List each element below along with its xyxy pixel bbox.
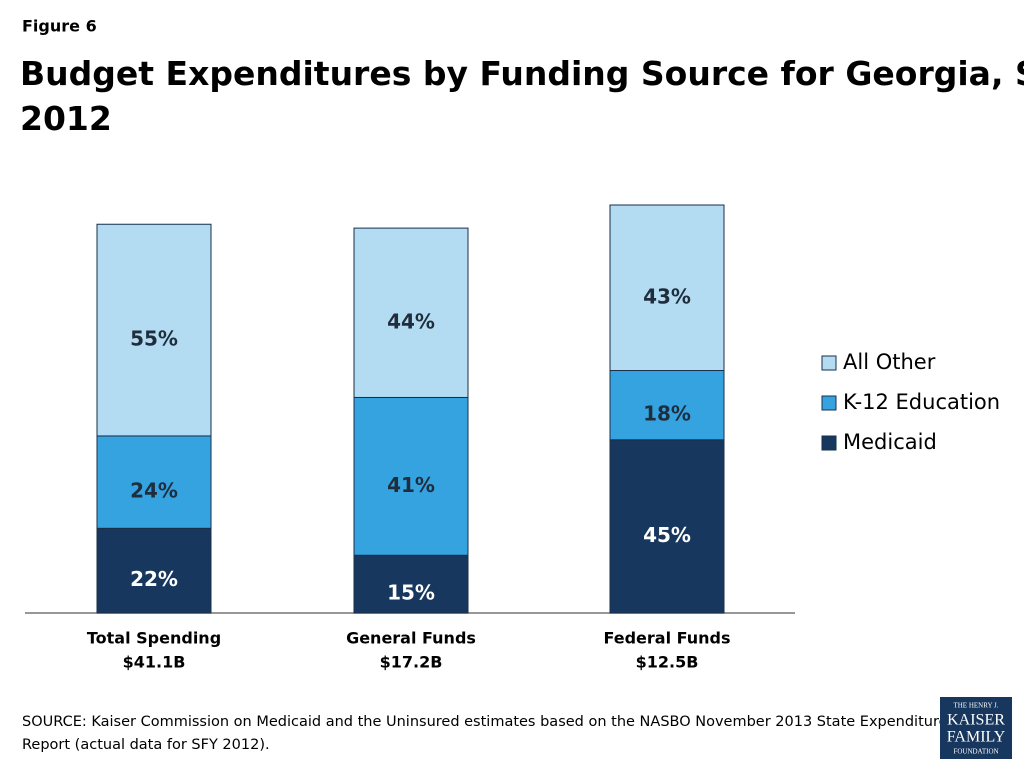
x-tick-label: Federal Funds: [603, 629, 730, 648]
bar-segment: [96, 527, 212, 614]
logo: THE HENRY J. KAISER FAMILY FOUNDATION: [940, 697, 1012, 759]
logo-text: FAMILY: [947, 729, 1006, 746]
bar-segment: [353, 554, 469, 614]
bar-segment: [353, 227, 469, 398]
data-label: 18%: [643, 402, 691, 426]
data-label: 55%: [130, 327, 178, 351]
bar-segment: [96, 435, 212, 529]
bar-segment: [96, 223, 212, 437]
logo-text: KAISER: [947, 712, 1005, 729]
logo-text: THE HENRY J.: [953, 702, 998, 710]
data-label: 43%: [643, 284, 691, 308]
x-tick-label: $41.1B: [123, 653, 186, 672]
source: SOURCE: Kaiser Commission on Medicaid an…: [22, 714, 948, 730]
source: Report (actual data for SFY 2012).: [22, 737, 270, 753]
logo-box: [940, 697, 1012, 759]
bar-segment: [609, 439, 725, 614]
data-label: 41%: [387, 473, 435, 497]
data-label: 44%: [387, 309, 435, 333]
bar-segment: [609, 370, 725, 441]
legend-label: Medicaid: [843, 430, 937, 454]
data-label: 15%: [387, 581, 435, 605]
chart-title: Budget Expenditures by Funding Source fo…: [20, 54, 1024, 138]
x-tick-label: Total Spending: [87, 629, 221, 648]
legend-swatch: [821, 355, 837, 371]
bar-segment: [609, 204, 725, 372]
figure-label: Figure 6: [22, 17, 97, 36]
data-label: 45%: [643, 523, 691, 547]
x-tick-label: General Funds: [346, 629, 476, 648]
legend-label: All Other: [843, 350, 936, 374]
legend-swatch: [821, 395, 837, 411]
bar-segment: [353, 396, 469, 556]
data-label: 22%: [130, 567, 178, 591]
logo-text: FOUNDATION: [953, 748, 998, 756]
legend-swatch: [821, 435, 837, 451]
x-tick-label: $12.5B: [636, 653, 699, 672]
legend-label: K-12 Education: [843, 390, 1000, 414]
data-label: 24%: [130, 479, 178, 503]
x-tick-label: $17.2B: [380, 653, 443, 672]
